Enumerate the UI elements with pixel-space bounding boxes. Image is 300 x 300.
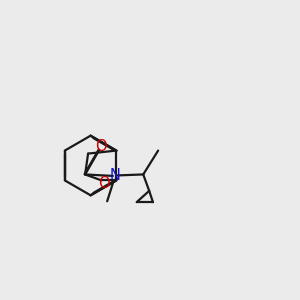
- Text: O: O: [95, 139, 106, 154]
- Text: N: N: [110, 168, 120, 183]
- Text: O: O: [98, 176, 109, 191]
